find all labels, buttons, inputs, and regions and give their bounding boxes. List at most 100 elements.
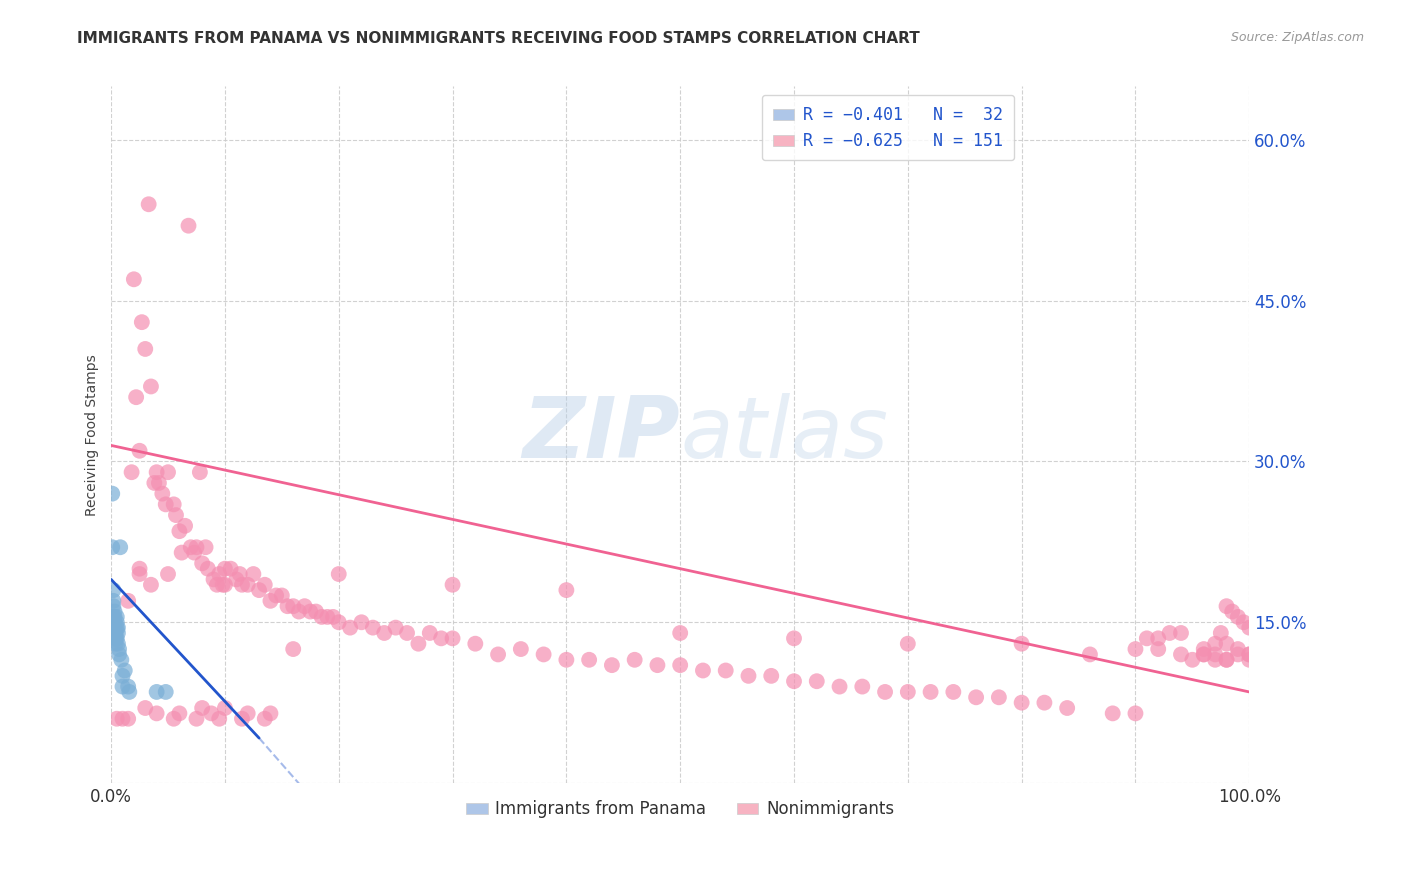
Point — [242, 567, 264, 582]
Point — [965, 690, 987, 705]
Point — [942, 685, 965, 699]
Point — [105, 632, 128, 646]
Point — [169, 706, 191, 721]
Point — [873, 685, 896, 699]
Point — [103, 610, 125, 624]
Point — [143, 475, 166, 490]
Point — [647, 658, 669, 673]
Point — [578, 653, 600, 667]
Point — [384, 621, 406, 635]
Point — [259, 594, 281, 608]
Point — [1226, 642, 1249, 657]
Point — [1192, 648, 1215, 662]
Point — [101, 486, 124, 500]
Point — [197, 562, 219, 576]
Point — [105, 615, 128, 630]
Point — [200, 706, 222, 721]
Point — [283, 599, 305, 614]
Point — [828, 680, 851, 694]
Point — [1215, 637, 1237, 651]
Point — [148, 475, 170, 490]
Point — [104, 637, 127, 651]
Point — [623, 653, 645, 667]
Point — [163, 497, 186, 511]
Point — [191, 557, 214, 571]
Point — [305, 605, 328, 619]
Point — [1011, 696, 1033, 710]
Point — [408, 637, 430, 651]
Point — [1209, 626, 1232, 640]
Point — [145, 685, 167, 699]
Y-axis label: Receiving Food Stamps: Receiving Food Stamps — [86, 354, 100, 516]
Point — [155, 685, 177, 699]
Point — [1181, 653, 1204, 667]
Point — [316, 610, 339, 624]
Point — [1078, 648, 1101, 662]
Point — [186, 712, 208, 726]
Point — [231, 578, 253, 592]
Point — [121, 465, 143, 479]
Point — [1147, 642, 1170, 657]
Point — [464, 637, 486, 651]
Point — [236, 706, 259, 721]
Point — [264, 589, 287, 603]
Point — [103, 594, 125, 608]
Point — [163, 712, 186, 726]
Point — [103, 583, 125, 598]
Point — [155, 497, 177, 511]
Point — [128, 443, 150, 458]
Point — [114, 664, 136, 678]
Point — [430, 632, 453, 646]
Point — [105, 610, 128, 624]
Point — [103, 626, 125, 640]
Point — [920, 685, 942, 699]
Point — [174, 518, 197, 533]
Point — [1170, 648, 1192, 662]
Point — [509, 642, 531, 657]
Point — [533, 648, 555, 662]
Point — [1192, 648, 1215, 662]
Text: IMMIGRANTS FROM PANAMA VS NONIMMIGRANTS RECEIVING FOOD STAMPS CORRELATION CHART: IMMIGRANTS FROM PANAMA VS NONIMMIGRANTS … — [77, 31, 920, 46]
Point — [139, 379, 162, 393]
Point — [117, 680, 139, 694]
Point — [1056, 701, 1078, 715]
Point — [111, 669, 134, 683]
Point — [669, 658, 692, 673]
Point — [186, 540, 208, 554]
Point — [441, 632, 464, 646]
Point — [1226, 648, 1249, 662]
Point — [783, 674, 806, 689]
Point — [156, 567, 179, 582]
Point — [205, 578, 228, 592]
Point — [103, 615, 125, 630]
Point — [103, 610, 125, 624]
Point — [231, 712, 253, 726]
Point — [1232, 615, 1254, 630]
Point — [188, 465, 211, 479]
Point — [259, 706, 281, 721]
Point — [219, 562, 242, 576]
Point — [247, 583, 270, 598]
Point — [150, 486, 173, 500]
Point — [107, 621, 129, 635]
Point — [128, 567, 150, 582]
Point — [104, 626, 127, 640]
Point — [208, 712, 231, 726]
Point — [373, 626, 395, 640]
Point — [1011, 637, 1033, 651]
Point — [328, 567, 350, 582]
Point — [214, 578, 236, 592]
Point — [117, 712, 139, 726]
Point — [128, 562, 150, 576]
Point — [1220, 605, 1243, 619]
Point — [1204, 637, 1226, 651]
Point — [145, 706, 167, 721]
Point — [1170, 626, 1192, 640]
Point — [897, 637, 920, 651]
Point — [108, 648, 131, 662]
Point — [105, 621, 128, 635]
Point — [350, 615, 373, 630]
Point — [1239, 653, 1261, 667]
Point — [600, 658, 623, 673]
Point — [202, 573, 225, 587]
